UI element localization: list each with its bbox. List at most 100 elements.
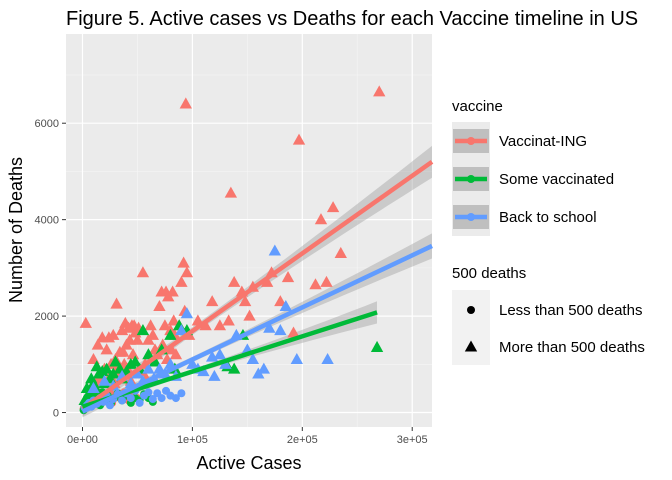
point-back-to-school xyxy=(118,396,127,405)
point-vaccinat-ing xyxy=(107,328,120,340)
point-back-to-school xyxy=(171,394,180,403)
point-vaccinat-ing xyxy=(136,266,150,278)
point-vaccinat-ing xyxy=(146,328,160,340)
point-vaccinat-ing xyxy=(131,333,144,345)
legend-key-dot xyxy=(467,213,475,221)
point-vaccinat-ing xyxy=(227,275,241,287)
point-back-to-school xyxy=(268,244,282,256)
point-vaccinat-ing xyxy=(320,275,333,287)
point-some-vaccinated xyxy=(100,362,113,374)
point-vaccinat-ing xyxy=(166,285,179,297)
point-back-to-school xyxy=(126,394,135,403)
point-vaccinat-ing xyxy=(175,275,188,287)
legend-key-circle xyxy=(467,306,475,314)
point-vaccinat-ing xyxy=(110,297,123,309)
point-vaccinat-ing xyxy=(100,343,113,355)
point-back-to-school xyxy=(105,401,114,410)
point-back-to-school xyxy=(197,365,210,377)
y-axis-title: Number of Deaths xyxy=(6,157,26,303)
point-back-to-school xyxy=(246,352,260,365)
point-back-to-school xyxy=(290,352,303,365)
point-vaccinat-ing xyxy=(144,319,157,331)
x-tick-label: 1e+05 xyxy=(177,434,208,446)
fit-line-back-to-school xyxy=(81,243,433,414)
x-tick-label: 3e+05 xyxy=(397,434,428,446)
point-back-to-school xyxy=(144,388,153,397)
point-vaccinat-ing xyxy=(260,275,274,287)
y-tick-label: 2000 xyxy=(35,311,59,323)
fit-line-vaccinat-ing xyxy=(81,159,434,411)
point-back-to-school xyxy=(263,321,276,333)
point-some-vaccinated xyxy=(113,362,127,374)
point-some-vaccinated xyxy=(90,360,103,372)
legend-vaccine-label: Vaccinat-ING xyxy=(499,133,587,150)
point-back-to-school xyxy=(131,367,144,379)
point-back-to-school xyxy=(135,398,144,407)
legend-key-dot xyxy=(467,137,475,145)
point-vaccinat-ing xyxy=(309,278,322,290)
legend-500-deaths: 500 deaths Less than 500 deaths More than … xyxy=(452,265,645,365)
y-tick-label: 6000 xyxy=(35,118,59,130)
point-back-to-school xyxy=(87,381,100,393)
point-vaccinat-ing xyxy=(158,319,172,331)
point-back-to-school xyxy=(321,352,334,365)
point-back-to-school xyxy=(213,348,227,360)
point-vaccinat-ing xyxy=(126,348,140,360)
legend-key-triangle xyxy=(464,340,478,352)
point-vaccinat-ing xyxy=(213,319,227,331)
point-back-to-school xyxy=(98,374,111,386)
point-some-vaccinated xyxy=(136,324,150,336)
point-vaccinat-ing xyxy=(326,201,340,213)
legend-vaccine: vaccine Vaccinat-ING Some vaccinated Back t… xyxy=(452,98,614,236)
point-vaccinat-ing xyxy=(156,338,169,350)
point-back-to-school xyxy=(186,357,199,369)
fit-lines xyxy=(81,159,434,414)
point-some-vaccinated xyxy=(109,355,122,367)
x-axis-title: Active Cases xyxy=(196,453,301,473)
fit-line-some-vaccinated xyxy=(81,310,378,409)
point-vaccinat-ing xyxy=(243,309,256,321)
point-vaccinat-ing xyxy=(334,246,347,258)
point-some-vaccinated xyxy=(142,348,155,360)
point-vaccinat-ing xyxy=(180,266,194,278)
point-vaccinat-ing xyxy=(224,186,238,198)
legend-500-deaths-title: 500 deaths xyxy=(452,265,526,282)
point-vaccinat-ing xyxy=(153,299,166,311)
point-vaccinat-ing xyxy=(222,314,235,326)
point-vaccinat-ing xyxy=(206,295,219,307)
point-some-vaccinated xyxy=(227,362,241,374)
point-vaccinat-ing xyxy=(91,338,105,350)
point-vaccinat-ing xyxy=(167,314,180,326)
y-tick-label: 0 xyxy=(53,408,59,420)
point-vaccinat-ing xyxy=(238,295,252,307)
x-tick-label: 2e+05 xyxy=(287,434,318,446)
point-vaccinat-ing xyxy=(199,319,212,331)
point-back-to-school xyxy=(142,362,155,374)
point-back-to-school xyxy=(175,324,188,336)
point-vaccinat-ing xyxy=(79,316,92,328)
legend-deaths-keys-bg xyxy=(452,290,490,365)
legend-vaccine-label: Back to school xyxy=(499,209,597,226)
point-some-vaccinated xyxy=(148,355,162,367)
point-back-to-school xyxy=(148,395,157,404)
legend-key-dot xyxy=(467,175,475,183)
point-back-to-school xyxy=(157,394,166,403)
x-axis-ticks: 0e+00 1e+05 2e+05 3e+05 xyxy=(67,427,428,446)
grid-major xyxy=(66,34,432,427)
y-tick-label: 4000 xyxy=(35,215,59,227)
legend-500-deaths-label: More than 500 deaths xyxy=(499,339,645,356)
legend-vaccine-label: Some vaccinated xyxy=(499,171,614,188)
point-back-to-school xyxy=(208,369,221,381)
point-vaccinat-ing xyxy=(281,271,295,283)
y-axis-ticks: 0 2000 4000 6000 xyxy=(35,118,66,420)
point-back-to-school xyxy=(279,299,292,311)
legend-vaccine-title: vaccine xyxy=(452,98,503,115)
point-vaccinat-ing xyxy=(314,213,328,225)
point-vaccinat-ing xyxy=(169,348,183,360)
point-vaccinat-ing xyxy=(116,345,130,357)
x-tick-label: 0e+00 xyxy=(67,434,98,446)
point-vaccinat-ing xyxy=(287,326,300,338)
point-vaccinat-ing xyxy=(274,295,287,307)
point-vaccinat-ing xyxy=(177,256,190,268)
